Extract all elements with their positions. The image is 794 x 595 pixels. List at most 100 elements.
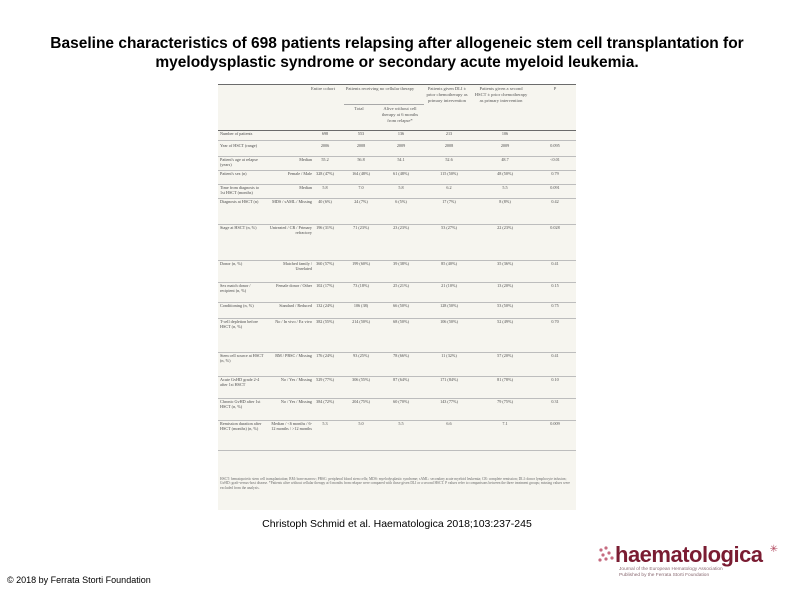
row-label: Patient's age at relapse (years) <box>220 157 258 168</box>
cell-value: 102 (17%) <box>316 283 334 288</box>
table-row: Acute GvHD grade 2-4 after 1st HSCT No /… <box>218 377 576 399</box>
cell-value: 21 (10%) <box>441 283 457 288</box>
table-group-rule <box>344 104 424 105</box>
cell-value: 52 (49%) <box>497 319 513 324</box>
cell-value: 87 (64%) <box>393 377 409 382</box>
cell-value: 6.2 <box>446 185 452 190</box>
cell-value: 85 (40%) <box>441 261 457 266</box>
cell-value: 54.1 <box>397 157 405 162</box>
cell-value: 13 (20%) <box>497 283 513 288</box>
cell-value: 0.70 <box>551 319 559 324</box>
table-top-rule <box>218 84 576 85</box>
row-divider <box>218 198 576 199</box>
cell-value: 698 <box>321 131 329 136</box>
cell-value: 204 (75%) <box>352 399 370 404</box>
table-row: Donor (n, %) Matched family / Unrelated … <box>218 261 576 283</box>
header-second-hsct: Patients given a second HSCT ± prior che… <box>474 86 528 103</box>
slide-title: Baseline characteristics of 698 patients… <box>20 34 774 72</box>
header-no-cellular-therapy: Patients receiving no cellular therapy <box>345 86 415 91</box>
table-row: Remission duration after HSCT (months) (… <box>218 421 576 451</box>
logo-star-icon: ✳ <box>769 544 778 555</box>
cell-value: 106 (38) <box>353 303 369 308</box>
cell-value: 48.7 <box>501 157 509 162</box>
cell-value: 0.41 <box>551 261 559 266</box>
row-divider <box>218 156 576 157</box>
row-divider <box>218 170 576 171</box>
cell-value: 0.009 <box>550 421 560 426</box>
cell-value: 24 (7%) <box>354 199 368 204</box>
row-divider <box>218 260 576 261</box>
cell-value: 79 (75%) <box>497 399 513 404</box>
table-row: Chronic GvHD after 1st HSCT (n, %) No / … <box>218 399 576 421</box>
table-row: Year of HSCT (range) 2006 2008 2009 2008… <box>218 143 576 157</box>
row-label: Patient's sex (n) <box>220 171 247 176</box>
cell-value: 81 (78%) <box>497 377 513 382</box>
row-sublabel: Matched family / Unrelated <box>283 261 312 272</box>
cell-value: 71 (23%) <box>353 225 369 230</box>
table-row: Time from diagnosis to 1st HSCT (months)… <box>218 185 576 199</box>
cell-value: 0.15 <box>551 283 559 288</box>
cell-value: 196 (31%) <box>316 225 334 230</box>
cell-value: 143 (77%) <box>440 399 458 404</box>
cell-value: 8 (8%) <box>499 199 511 204</box>
cell-value: 106 (50%) <box>440 319 458 324</box>
cell-value: 2008 <box>444 143 454 148</box>
row-divider <box>218 224 576 225</box>
row-divider <box>218 376 576 377</box>
row-divider <box>218 302 576 303</box>
row-label: Diagnosis at HSCT (n) <box>220 199 259 204</box>
cell-value: 199 (60%) <box>352 261 370 266</box>
header-dli: Patients given DLI ± prior chemotherapy … <box>426 86 468 103</box>
cell-value: 55.2 <box>321 157 329 162</box>
cell-value: 53 (27%) <box>441 225 457 230</box>
row-label: Remission duration after HSCT (months) (… <box>220 421 262 432</box>
row-label: Stage at HSCT (n, %) <box>220 225 257 230</box>
cell-value: 6.6 <box>446 421 452 426</box>
header-entire-cohort: Entire cohort <box>310 86 336 91</box>
header-p-value: P <box>553 86 557 91</box>
row-label: T-cell depletion before HSCT (n, %) <box>220 319 258 330</box>
table-header: Entire cohort Patients receiving no cell… <box>218 84 576 130</box>
logo-dots-icon <box>598 546 614 562</box>
cell-value: 2009 <box>396 143 406 148</box>
slide-title-line-1: Baseline characteristics of 698 patients… <box>50 35 744 52</box>
cell-value: 7.0 <box>358 185 364 190</box>
cell-value: 5.3 <box>322 421 328 426</box>
cell-value: 2009 <box>500 143 510 148</box>
table-row: Patient's age at relapse (years) Median … <box>218 157 576 171</box>
row-label: Number of patients <box>220 131 253 136</box>
table-row: Number of patients 698 553 136 213 106 <box>218 131 576 141</box>
row-label: Sex match donor / recipient (n, %) <box>220 283 251 294</box>
row-divider <box>218 398 576 399</box>
cell-value: 17 (7%) <box>442 199 456 204</box>
cell-value: 553 <box>357 131 365 136</box>
citation: Christoph Schmid et al. Haematologica 20… <box>262 518 532 530</box>
row-label: Donor (n, %) <box>220 261 243 266</box>
row-sublabel: No / Yes / Missing <box>280 399 312 404</box>
table-row: T-cell depletion before HSCT (n, %) No /… <box>218 319 576 353</box>
cell-value: 0.75 <box>551 303 559 308</box>
cell-value: 132 (24%) <box>316 303 334 308</box>
row-divider <box>218 318 576 319</box>
table-row: Patient's sex (n) Female / Male 328 (47%… <box>218 171 576 185</box>
cell-value: 382 (55%) <box>316 319 334 324</box>
subheader-total: Total <box>354 106 364 111</box>
cell-value: 6 (5%) <box>395 199 407 204</box>
cell-value: 93 (25%) <box>353 353 369 358</box>
cell-value: 0.31 <box>551 399 559 404</box>
cell-value: 73 (18%) <box>353 283 369 288</box>
row-divider <box>218 282 576 283</box>
cell-value: 57 (20%) <box>497 353 513 358</box>
cell-value: 0.091 <box>550 185 560 190</box>
cell-value: 0.42 <box>551 199 559 204</box>
cell-value: 52.6 <box>445 157 453 162</box>
logo-tagline-2: Published by the Ferrata Storti Foundati… <box>619 573 710 578</box>
cell-value: 40 (6%) <box>318 199 332 204</box>
cell-value: 0.028 <box>550 225 560 230</box>
table-row: Stage at HSCT (n, %) Untreated / CR / Pr… <box>218 225 576 261</box>
row-sublabel: No / In vivo / Ex vivo <box>275 319 312 324</box>
row-divider <box>218 420 576 421</box>
row-sublabel: No / Yes / Missing <box>280 377 312 382</box>
cell-value: 384 (72%) <box>316 399 334 404</box>
table-footnote: HSCT: hematopoietic stem cell transplant… <box>220 477 570 490</box>
